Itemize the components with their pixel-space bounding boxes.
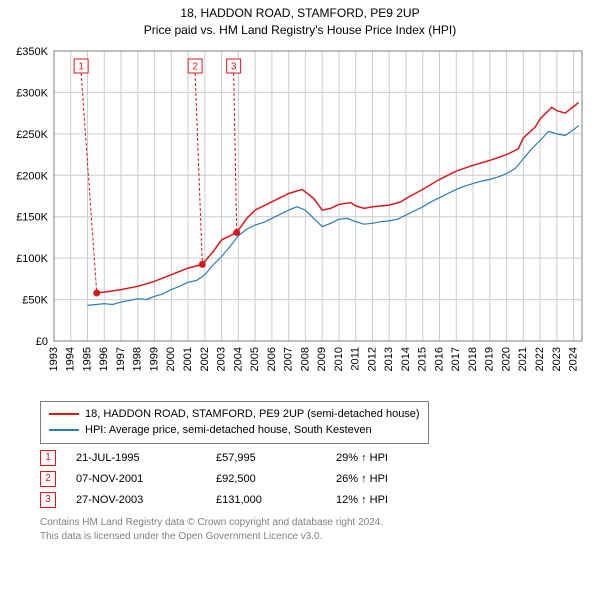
svg-text:1999: 1999 (148, 347, 160, 371)
transaction-delta: 29% ↑ HPI (336, 452, 446, 464)
svg-text:1994: 1994 (65, 347, 77, 371)
svg-text:2001: 2001 (182, 347, 194, 371)
transaction-date: 07-NOV-2001 (76, 473, 216, 485)
svg-text:1: 1 (78, 61, 84, 72)
svg-text:2024: 2024 (568, 347, 580, 371)
legend: 18, HADDON ROAD, STAMFORD, PE9 2UP (semi… (40, 401, 429, 444)
svg-text:£50K: £50K (22, 294, 48, 306)
svg-text:1996: 1996 (98, 347, 110, 371)
svg-text:2016: 2016 (433, 347, 445, 371)
title-address: 18, HADDON ROAD, STAMFORD, PE9 2UP (10, 5, 590, 22)
svg-text:2: 2 (192, 61, 198, 72)
svg-text:3: 3 (231, 61, 237, 72)
svg-text:2014: 2014 (400, 347, 412, 371)
transaction-row: 3 27-NOV-2003£131,00012% ↑ HPI (40, 492, 590, 508)
svg-text:1993: 1993 (48, 347, 60, 371)
svg-text:1997: 1997 (115, 347, 127, 371)
svg-text:£100K: £100K (16, 253, 48, 265)
transaction-date: 27-NOV-2003 (76, 494, 216, 506)
transactions-list: 1 21-JUL-1995£57,99529% ↑ HPI 2 07-NOV-2001… (40, 450, 590, 508)
transaction-price: £92,500 (216, 473, 336, 485)
legend-label: HPI: Average price, semi-detached house,… (85, 422, 372, 439)
svg-text:2021: 2021 (517, 347, 529, 371)
svg-text:£350K: £350K (16, 46, 48, 58)
footer-line1: Contains HM Land Registry data © Crown c… (40, 516, 590, 530)
transaction-marker: 1 (40, 450, 56, 466)
transaction-row: 2 07-NOV-2001£92,50026% ↑ HPI (40, 471, 590, 487)
svg-text:2009: 2009 (316, 347, 328, 371)
svg-text:2010: 2010 (333, 347, 345, 371)
transaction-delta: 12% ↑ HPI (336, 494, 446, 506)
transaction-price: £57,995 (216, 452, 336, 464)
footer-attribution: Contains HM Land Registry data © Crown c… (40, 516, 590, 544)
svg-text:£200K: £200K (16, 170, 48, 182)
chart-title-block: 18, HADDON ROAD, STAMFORD, PE9 2UP Price… (10, 5, 590, 39)
legend-label: 18, HADDON ROAD, STAMFORD, PE9 2UP (semi… (85, 406, 420, 423)
page: 18, HADDON ROAD, STAMFORD, PE9 2UP Price… (0, 0, 600, 549)
footer-line2: This data is licensed under the Open Gov… (40, 530, 590, 544)
legend-item: HPI: Average price, semi-detached house,… (49, 422, 420, 439)
price-chart-svg: £0 £50K £100K £150K £200K £250K £300K £350K 1993… (10, 43, 590, 393)
svg-text:2017: 2017 (450, 347, 462, 371)
transaction-marker: 3 (40, 492, 56, 508)
svg-text:£300K: £300K (16, 87, 48, 99)
transaction-price: £131,000 (216, 494, 336, 506)
svg-text:2005: 2005 (249, 347, 261, 371)
svg-text:2003: 2003 (216, 347, 228, 371)
chart-area: £0 £50K £100K £150K £200K £250K £300K £350K 1993… (10, 43, 590, 393)
svg-text:£250K: £250K (16, 128, 48, 140)
svg-text:2020: 2020 (500, 347, 512, 371)
svg-text:2000: 2000 (165, 347, 177, 371)
title-subtitle: Price paid vs. HM Land Registry's House … (10, 22, 590, 39)
svg-text:1995: 1995 (81, 347, 93, 371)
svg-text:£0: £0 (36, 336, 48, 348)
legend-swatch (49, 413, 79, 415)
svg-text:2012: 2012 (366, 347, 378, 371)
legend-item: 18, HADDON ROAD, STAMFORD, PE9 2UP (semi… (49, 406, 420, 423)
svg-text:2023: 2023 (551, 347, 563, 371)
svg-text:2022: 2022 (534, 347, 546, 371)
svg-text:2004: 2004 (232, 347, 244, 371)
transaction-row: 1 21-JUL-1995£57,99529% ↑ HPI (40, 450, 590, 466)
transaction-date: 21-JUL-1995 (76, 452, 216, 464)
legend-swatch (49, 429, 79, 431)
svg-text:2008: 2008 (299, 347, 311, 371)
svg-text:2018: 2018 (467, 347, 479, 371)
svg-text:2015: 2015 (417, 347, 429, 371)
svg-text:1998: 1998 (132, 347, 144, 371)
transaction-delta: 26% ↑ HPI (336, 473, 446, 485)
svg-text:2013: 2013 (383, 347, 395, 371)
svg-text:2011: 2011 (350, 347, 362, 371)
svg-text:2006: 2006 (266, 347, 278, 371)
svg-text:2002: 2002 (199, 347, 211, 371)
transaction-marker: 2 (40, 471, 56, 487)
svg-text:£150K: £150K (16, 211, 48, 223)
svg-text:2019: 2019 (484, 347, 496, 371)
svg-text:2007: 2007 (283, 347, 295, 371)
